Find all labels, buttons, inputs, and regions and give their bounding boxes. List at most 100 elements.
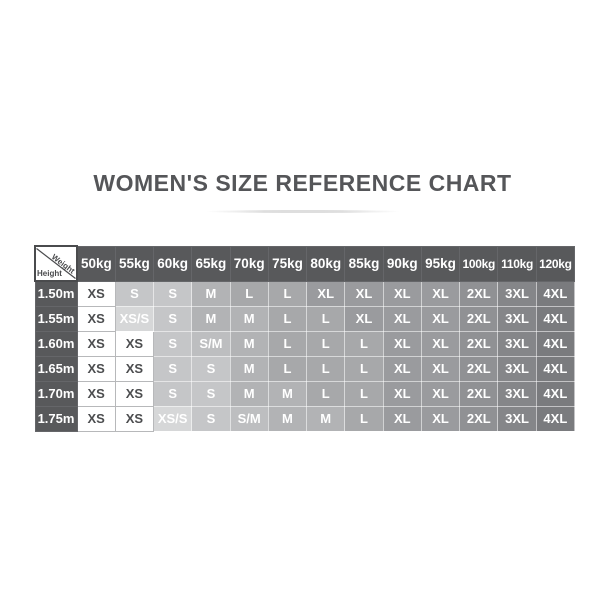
size-cell: XS/S [114,305,155,332]
size-cell: M [229,355,269,382]
size-cell: L [267,355,308,382]
corner-height-label: Height [37,269,62,278]
size-cell: XL [382,405,422,432]
table-row: 1.75m XS XS XS/S S S/M M M L XL XL 2XL 3XL 4XL [34,405,576,432]
weight-header: 60kg [153,245,193,282]
size-cell: 4XL [535,330,576,357]
size-cell: M [267,405,308,432]
weight-header-row: Weight Height 50kg 55kg 60kg 65kg 70kg 75kg 80… [34,245,576,282]
size-cell: XL [420,305,461,332]
weight-header: 70kg [229,245,269,282]
table-row: 1.60m XS XS S S/M M L L L XL XL 2XL 3XL 4XL [34,330,576,357]
size-cell: 2XL [459,380,499,407]
size-cell: M [306,405,346,432]
size-cell: XL [420,355,461,382]
size-cell: XS [76,405,116,432]
height-header: 1.75m [34,405,78,432]
size-cell: XS [114,330,155,357]
weight-header: 65kg [191,245,231,282]
size-cell: XL [344,305,384,332]
size-reference-table: Weight Height 50kg 55kg 60kg 65kg 70kg 75kg 80… [34,245,576,432]
size-cell: M [229,330,269,357]
weight-header: 55kg [114,245,155,282]
weight-header: 50kg [76,245,116,282]
size-cell: 3XL [497,280,537,307]
size-cell: XL [382,355,422,382]
size-cell: XS [114,405,155,432]
weight-header: 90kg [382,245,422,282]
size-cell: 4XL [535,305,576,332]
size-cell: 3XL [497,330,537,357]
height-header: 1.65m [34,355,78,382]
size-cell: S [153,305,193,332]
size-cell: S [153,330,193,357]
size-cell: L [267,280,308,307]
title-shadow-divider [205,210,400,213]
size-cell: M [191,305,231,332]
size-cell: L [306,355,346,382]
size-cell: 3XL [497,355,537,382]
table-row: 1.70m XS XS S S M M L L XL XL 2XL 3XL 4XL [34,380,576,407]
size-cell: 2XL [459,280,499,307]
size-cell: S [191,380,231,407]
size-cell: M [229,380,269,407]
height-header: 1.50m [34,280,78,307]
size-cell: XL [382,305,422,332]
size-cell: XL [420,280,461,307]
size-cell: 3XL [497,380,537,407]
table-row: 1.50m XS S S M L L XL XL XL XL 2XL 3XL 4XL [34,280,576,307]
size-cell: S [191,405,231,432]
size-cell: L [306,330,346,357]
size-cell: S [191,355,231,382]
size-cell: L [306,305,346,332]
size-cell: XS [114,355,155,382]
size-cell: S [153,380,193,407]
corner-cell: Weight Height [34,245,78,282]
size-cell: 4XL [535,380,576,407]
size-cell: L [267,330,308,357]
weight-header: 110kg [497,245,537,282]
size-cell: XS [76,355,116,382]
size-cell: XL [382,380,422,407]
size-cell: M [191,280,231,307]
size-cell: XL [420,330,461,357]
weight-header: 85kg [344,245,384,282]
size-cell: L [344,330,384,357]
size-cell: M [229,305,269,332]
size-cell: XS [76,330,116,357]
table-row: 1.55m XS XS/S S M M L L XL XL XL 2XL 3XL 4XL [34,305,576,332]
size-cell: L [229,280,269,307]
size-cell: 4XL [535,355,576,382]
size-cell: L [344,380,384,407]
weight-header: 75kg [267,245,308,282]
height-header: 1.70m [34,380,78,407]
size-cell: 3XL [497,305,537,332]
table-row: 1.65m XS XS S S M L L L XL XL 2XL 3XL 4XL [34,355,576,382]
height-header: 1.60m [34,330,78,357]
size-cell: XS [76,380,116,407]
size-cell: XL [420,380,461,407]
size-cell: S [114,280,155,307]
weight-header: 100kg [459,245,499,282]
size-cell: 4XL [535,280,576,307]
size-cell: L [267,305,308,332]
size-cell: 3XL [497,405,537,432]
size-cell: XS/S [153,405,193,432]
size-cell: S/M [191,330,231,357]
size-cell: XS [114,380,155,407]
size-cell: XL [382,280,422,307]
size-cell: 2XL [459,305,499,332]
size-cell: S/M [229,405,269,432]
size-cell: 2XL [459,355,499,382]
size-cell: L [344,405,384,432]
size-cell: L [344,355,384,382]
weight-height-diagonal-icon: Weight Height [36,248,76,279]
weight-header: 80kg [306,245,346,282]
weight-header: 120kg [535,245,576,282]
size-cell: L [306,380,346,407]
height-header: 1.55m [34,305,78,332]
size-cell: XL [382,330,422,357]
size-cell: 4XL [535,405,576,432]
size-cell: XS [76,305,116,332]
size-cell: XL [420,405,461,432]
